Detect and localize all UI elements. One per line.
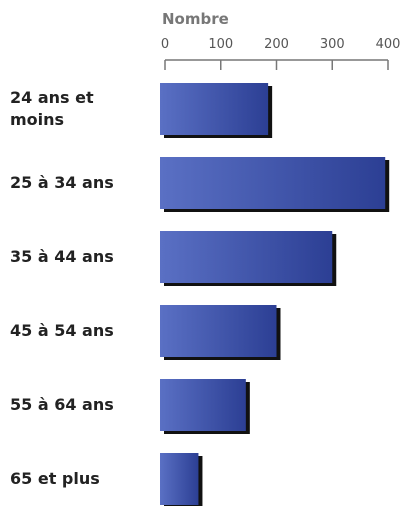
x-tick-label: 100 bbox=[208, 37, 233, 52]
axis-title: Nombre bbox=[162, 10, 229, 28]
bar bbox=[160, 453, 199, 505]
bar bbox=[160, 231, 333, 283]
x-tick-label: 0 bbox=[161, 37, 169, 52]
x-tick-label: 400 bbox=[376, 37, 400, 52]
category-label: 65 et plus bbox=[10, 469, 100, 488]
bar bbox=[160, 379, 246, 431]
bar bbox=[160, 157, 386, 209]
category-label: 35 à 44 ans bbox=[10, 247, 114, 266]
category-label: 45 à 54 ans bbox=[10, 321, 114, 340]
bar bbox=[160, 305, 277, 357]
category-label: 55 à 64 ans bbox=[10, 395, 114, 414]
x-tick-label: 300 bbox=[320, 37, 345, 52]
category-label: 25 à 34 ans bbox=[10, 173, 114, 192]
category-label: 24 ans et moins bbox=[10, 88, 94, 129]
x-tick-label: 200 bbox=[264, 37, 289, 52]
bar bbox=[160, 83, 269, 135]
